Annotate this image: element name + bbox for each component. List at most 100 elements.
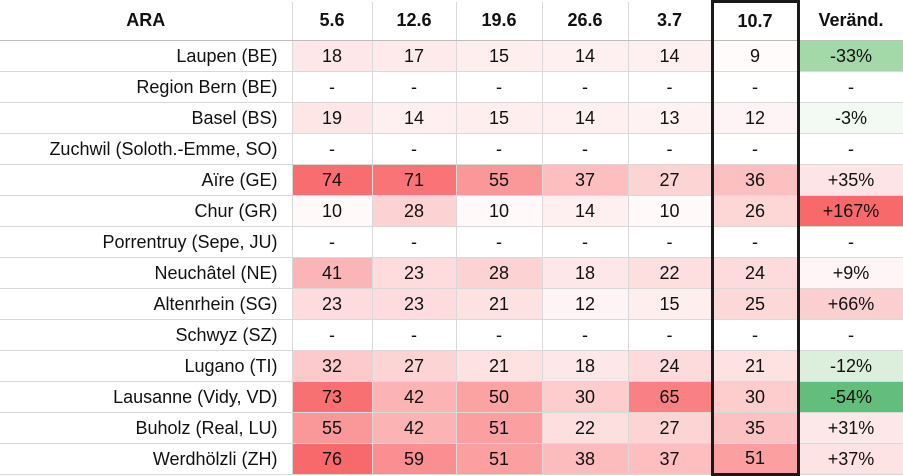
value-cell: 21 [456, 288, 543, 320]
value-cell: 30 [542, 381, 629, 413]
value-cell: 23 [372, 257, 457, 289]
change-cell: -33% [798, 40, 903, 72]
header-change: Veränd. [798, 1, 903, 41]
value-cell-highlighted: 9 [710, 40, 800, 72]
change-cell: - [798, 319, 903, 351]
value-cell: - [372, 226, 457, 258]
value-cell: - [542, 71, 629, 103]
value-cell: 17 [372, 40, 457, 72]
value-cell: - [372, 71, 457, 103]
value-cell: 50 [456, 381, 543, 413]
change-cell: +167% [798, 195, 903, 227]
change-cell: - [798, 71, 903, 103]
location-name: Aïre (GE) [0, 164, 293, 196]
table-row: Region Bern (BE) - - - - - - - [0, 71, 903, 103]
value-cell: 18 [292, 40, 373, 72]
value-cell: 10 [628, 195, 713, 227]
value-cell: - [542, 133, 629, 165]
value-cell: 22 [542, 412, 629, 444]
location-name: Neuchâtel (NE) [0, 257, 293, 289]
value-cell-highlighted: 24 [710, 257, 800, 289]
value-cell-highlighted: - [710, 71, 800, 103]
value-cell: 15 [628, 288, 713, 320]
value-cell: 27 [628, 164, 713, 196]
value-cell: 73 [292, 381, 373, 413]
value-cell: 19 [292, 102, 373, 134]
value-cell: 71 [372, 164, 457, 196]
value-cell: 37 [628, 443, 713, 475]
table-row: Altenrhein (SG) 23 23 21 12 15 25 +66% [0, 288, 903, 320]
value-cell-highlighted: - [710, 226, 800, 258]
location-name: Altenrhein (SG) [0, 288, 293, 320]
table-row: Neuchâtel (NE) 41 23 28 18 22 24 +9% [0, 257, 903, 289]
change-cell: +37% [798, 443, 903, 475]
location-name: Lausanne (Vidy, VD) [0, 381, 293, 413]
value-cell: - [628, 71, 713, 103]
value-cell-highlighted: - [710, 319, 800, 351]
change-cell: -3% [798, 102, 903, 134]
value-cell: 51 [456, 412, 543, 444]
value-cell: - [292, 133, 373, 165]
change-cell: -54% [798, 381, 903, 413]
header-date: 3.7 [628, 1, 713, 41]
value-cell: 14 [542, 40, 629, 72]
header-date-highlighted: 10.7 [710, 0, 800, 41]
value-cell: 14 [542, 195, 629, 227]
value-cell: - [456, 319, 543, 351]
header-location: ARA [0, 1, 293, 41]
location-name: Basel (BS) [0, 102, 293, 134]
value-cell: - [292, 319, 373, 351]
value-cell-highlighted: 25 [710, 288, 800, 320]
value-cell: 41 [292, 257, 373, 289]
value-cell: 24 [628, 350, 713, 382]
change-cell: -12% [798, 350, 903, 382]
table-body: Laupen (BE) 18 17 15 14 14 9 -33% Region Bern (B… [0, 40, 903, 476]
table-row: Porrentruy (Sepe, JU) - - - - - - - [0, 226, 903, 258]
value-cell: 18 [542, 350, 629, 382]
value-cell: - [456, 133, 543, 165]
header-row: ARA 5.6 12.6 19.6 26.6 3.7 10.7 Veränd. [0, 0, 903, 41]
value-cell: 74 [292, 164, 373, 196]
value-cell: 22 [628, 257, 713, 289]
value-cell: 55 [456, 164, 543, 196]
value-cell: 51 [456, 443, 543, 475]
table-row: Lugano (TI) 32 27 21 18 24 21 -12% [0, 350, 903, 382]
table-row: Aïre (GE) 74 71 55 37 27 36 +35% [0, 164, 903, 196]
location-name: Laupen (BE) [0, 40, 293, 72]
value-cell: - [292, 71, 373, 103]
location-name: Zuchwil (Soloth.-Emme, SO) [0, 133, 293, 165]
location-name: Schwyz (SZ) [0, 319, 293, 351]
table-row: Chur (GR) 10 28 10 14 10 26 +167% [0, 195, 903, 227]
value-cell: 28 [372, 195, 457, 227]
change-cell: +35% [798, 164, 903, 196]
header-date: 12.6 [372, 1, 457, 41]
change-cell: - [798, 133, 903, 165]
value-cell: 13 [628, 102, 713, 134]
location-name: Buholz (Real, LU) [0, 412, 293, 444]
value-cell: - [628, 226, 713, 258]
value-cell: 18 [542, 257, 629, 289]
value-cell: 65 [628, 381, 713, 413]
change-cell: +66% [798, 288, 903, 320]
table-row: Laupen (BE) 18 17 15 14 14 9 -33% [0, 40, 903, 72]
table-row: Lausanne (Vidy, VD) 73 42 50 30 65 30 -54% [0, 381, 903, 413]
table-row: Schwyz (SZ) - - - - - - - [0, 319, 903, 351]
value-cell: 42 [372, 412, 457, 444]
value-cell-highlighted: 26 [710, 195, 800, 227]
location-name: Region Bern (BE) [0, 71, 293, 103]
value-cell-highlighted: 30 [710, 381, 800, 413]
table-row: Buholz (Real, LU) 55 42 51 22 27 35 +31% [0, 412, 903, 444]
value-cell: 10 [292, 195, 373, 227]
value-cell: 28 [456, 257, 543, 289]
value-cell-highlighted: 21 [710, 350, 800, 382]
value-cell: 42 [372, 381, 457, 413]
value-cell: - [456, 226, 543, 258]
value-cell: - [628, 133, 713, 165]
table-row: Zuchwil (Soloth.-Emme, SO) - - - - - - - [0, 133, 903, 165]
value-cell: 38 [542, 443, 629, 475]
value-cell: 76 [292, 443, 373, 475]
change-cell: +9% [798, 257, 903, 289]
value-cell: 32 [292, 350, 373, 382]
value-cell: 15 [456, 102, 543, 134]
